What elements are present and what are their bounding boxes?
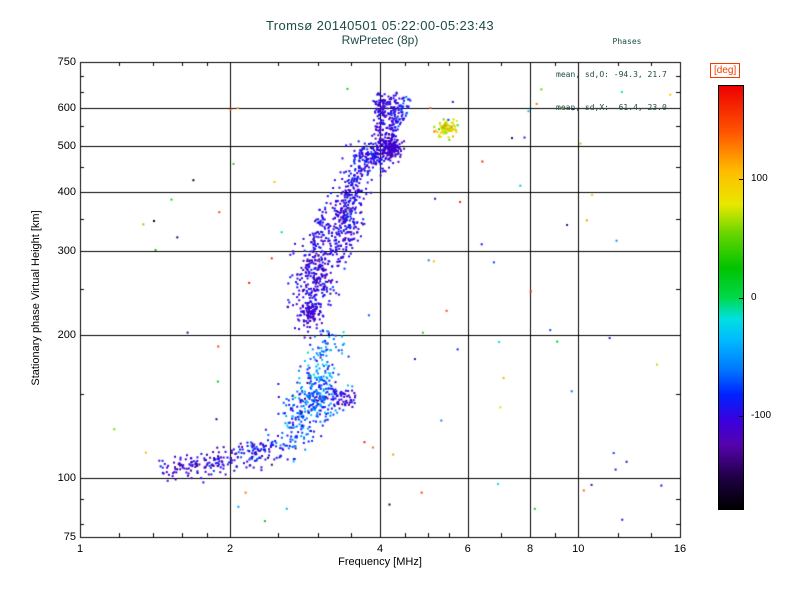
x-tick-label: 2 xyxy=(226,543,234,555)
x-tick-label: 8 xyxy=(526,543,534,555)
colorbar-tick-mark xyxy=(739,179,744,180)
y-tick-label: 400 xyxy=(57,185,76,198)
y-tick-label: 75 xyxy=(63,531,76,543)
colorbar-tick-label: 0 xyxy=(751,291,757,303)
x-tick-label: 6 xyxy=(464,543,471,555)
colorbar-gradient xyxy=(718,85,744,510)
colorbar-tick-label: -100 xyxy=(751,409,772,421)
x-tick-label: 4 xyxy=(376,543,384,555)
y-tick-label: 200 xyxy=(57,328,76,341)
x-tick-label: 1 xyxy=(76,543,84,555)
phase-stats-x-mode: mean, sd,X: 61.4, 23.0 xyxy=(556,103,667,112)
phase-stats-o-mode: mean, sd,O: -94.3, 21.7 xyxy=(556,70,667,79)
y-tick-label: 500 xyxy=(57,139,76,152)
phase-stats-header: Phases xyxy=(612,37,642,46)
plot-subtitle: RwPretec (8p) xyxy=(341,33,419,47)
phase-stats: Phases mean, sd,O: -94.3, 21.7 mean, sd,… xyxy=(556,14,698,135)
y-tick-label: 100 xyxy=(57,471,76,484)
y-tick-label: 300 xyxy=(57,245,76,258)
x-axis-label: Frequency [MHz] xyxy=(338,556,422,568)
y-axis-label: Stationary phase Virtual Height [km] xyxy=(30,210,42,386)
x-tick-label: 10 xyxy=(572,543,585,555)
plot-title: Tromsø 20140501 05:22:00-05:23:43 xyxy=(265,18,495,33)
x-tick-label: 16 xyxy=(673,543,687,555)
colorbar-tick-mark xyxy=(739,416,744,417)
colorbar-tick-mark xyxy=(739,298,744,299)
y-tick-label: 600 xyxy=(57,102,76,115)
y-tick-label: 750 xyxy=(57,56,76,68)
colorbar-units-label: [deg] xyxy=(710,63,741,78)
colorbar-tick-label: 100 xyxy=(751,173,768,185)
